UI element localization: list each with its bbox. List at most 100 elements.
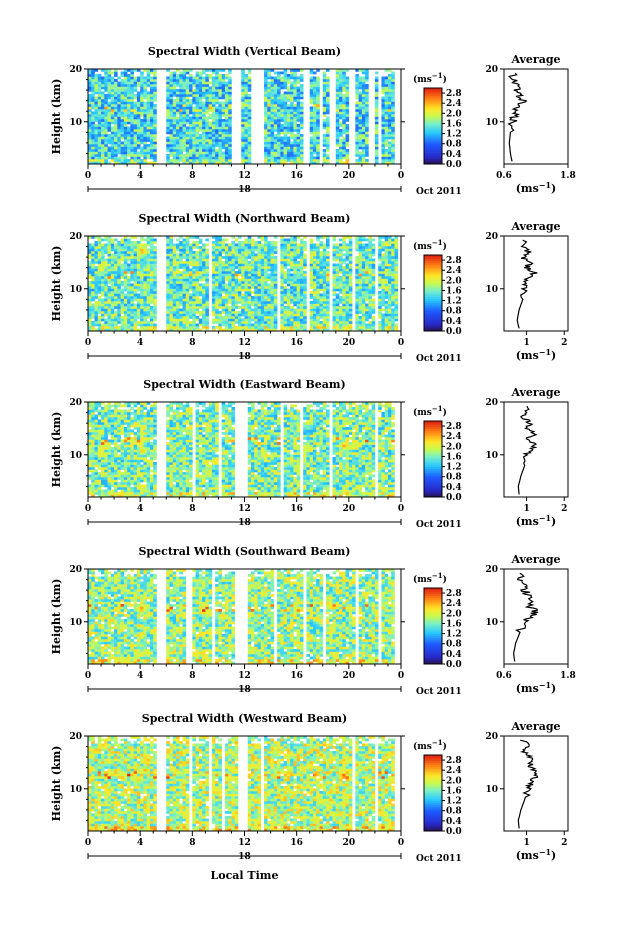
heatmap-cell [117,321,121,324]
heatmap-cell [234,328,239,332]
heatmap-cell [211,318,216,322]
heatmap-cell [237,261,242,264]
heatmap-cell [110,328,115,332]
heatmap-cell [97,256,102,259]
heatmap-cell [140,288,144,292]
heatmap-cell [123,311,128,314]
heatmap-cell [176,281,180,284]
heatmap-cell [149,76,154,80]
heatmap-cell [91,326,95,329]
heatmap-cell [247,84,252,87]
heatmap-cell [179,124,183,127]
heatmap-cell [205,286,209,289]
heatmap-cell [286,106,291,110]
heatmap-cell [94,256,99,259]
heatmap-cell [387,84,392,87]
heatmap-cell [241,273,245,277]
heatmap-cell [189,261,193,264]
heatmap-cell [312,323,317,327]
heatmap-cell [224,129,229,132]
heatmap-cell [290,86,294,90]
heatmap-cell [143,159,147,162]
heatmap-cell [286,136,291,140]
heatmap-cell [198,256,203,259]
heatmap-cell [218,161,222,165]
heatmap-cell [140,316,144,319]
heatmap-cell [260,321,265,324]
heatmap-cell [293,291,297,294]
heatmap-cell [296,313,301,317]
heatmap-cell [117,84,121,87]
heatmap-cell [149,241,154,244]
heatmap-cell [228,161,232,165]
heatmap-cell [149,306,154,309]
heatmap-cell [182,116,187,120]
heatmap-cell [136,139,141,142]
heatmap-cell [166,263,170,267]
heatmap-cell [296,306,301,309]
heatmap-cell [176,96,180,100]
heatmap-cell [133,273,138,277]
heatmap-cell [189,236,193,239]
heatmap-cell [244,238,249,242]
heatmap-cell [290,248,294,252]
heatmap-cell [198,266,203,269]
heatmap-cell [309,131,314,135]
heatmap-cell [273,243,278,247]
heatmap-cell [283,286,288,289]
heatmap-cell [280,156,284,160]
heatmap-cell [303,243,307,247]
heatmap-cell [179,296,183,299]
heatmap-cell [143,94,147,97]
heatmap-cell [224,253,229,257]
heatmap-cell [309,139,314,142]
heatmap-cell [283,84,288,87]
heatmap-cell [205,101,209,105]
heatmap-cell [361,69,366,72]
heatmap-cell [355,106,359,110]
heatmap-cell [146,258,151,262]
heatmap-cell [290,159,294,162]
heatmap-cell [185,91,190,95]
heatmap-cell [241,74,245,77]
heatmap-cell [94,253,99,257]
heatmap-cell [254,301,258,304]
heatmap-cell [110,313,115,317]
heatmap-cell [149,291,154,294]
heatmap-cell [241,91,245,95]
heatmap-cell [176,271,180,274]
heatmap-cell [293,86,297,90]
heatmap-cell [172,154,177,157]
heatmap-cell [107,71,112,75]
heatmap-cell [293,139,297,142]
heatmap-cell [218,141,222,145]
heatmap-cell [231,328,236,332]
heatmap-cell [120,271,125,274]
heatmap-cell [202,121,206,125]
heatmap-cell [257,248,262,252]
heatmap-cell [136,316,141,319]
heatmap-cell [303,258,307,262]
heatmap-cell [97,303,102,307]
heatmap-cell [198,111,203,115]
heatmap-cell [218,111,222,115]
heatmap-cell [273,321,278,324]
heatmap-cell [172,86,177,90]
heatmap-cell [189,121,193,125]
heatmap-cell [143,141,147,145]
heatmap-cell [247,241,252,244]
heatmap-cell [88,328,92,332]
heatmap-cell [189,301,193,304]
heatmap-cell [211,253,216,257]
heatmap-cell [185,146,190,150]
heatmap-cell [299,86,304,90]
heatmap-cell [117,291,121,294]
heatmap-cell [381,99,385,102]
heatmap-cell [247,246,252,249]
heatmap-cell [221,79,226,82]
heatmap-cell [202,311,206,314]
heatmap-cell [123,124,128,127]
heatmap-cell [270,291,275,294]
heatmap-cell [316,96,320,100]
heatmap-cell [277,111,281,115]
